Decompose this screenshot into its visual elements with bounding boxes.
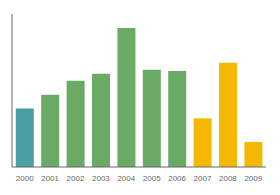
svg-text:2004: 2004 — [117, 174, 135, 183]
svg-text:2000: 2000 — [16, 174, 34, 183]
svg-text:2008: 2008 — [219, 174, 237, 183]
svg-text:2006: 2006 — [168, 174, 186, 183]
svg-text:2003: 2003 — [92, 174, 110, 183]
svg-text:2002: 2002 — [67, 174, 85, 183]
svg-text:2007: 2007 — [194, 174, 212, 183]
svg-text:2005: 2005 — [143, 174, 161, 183]
svg-text:2001: 2001 — [41, 174, 59, 183]
svg-text:2009: 2009 — [244, 174, 262, 183]
